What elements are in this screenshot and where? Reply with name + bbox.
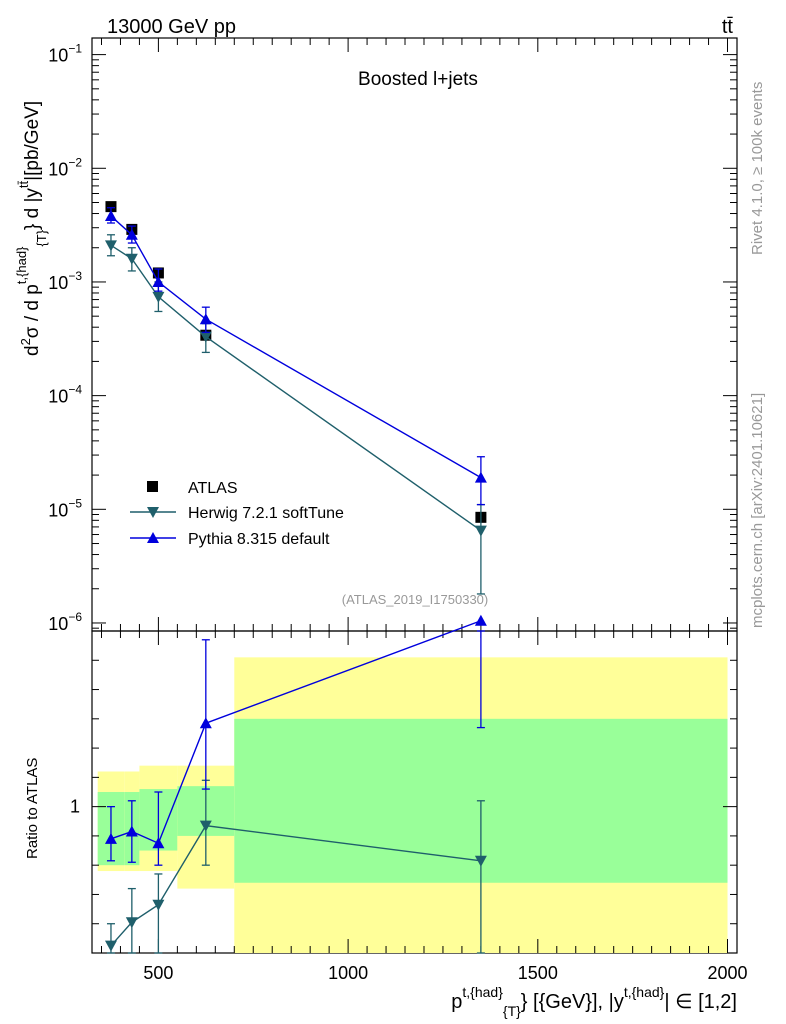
- herwig-ratio-point: [474, 855, 487, 867]
- main-y-axis-label: d2σ / d pt,{had}{T}} d |ytt̄|[pb/GeV]: [14, 101, 49, 356]
- herwig-ratio-point: [152, 899, 165, 911]
- header-left: 13000 GeV pp: [107, 16, 236, 38]
- legend-pythia-marker: [147, 532, 159, 543]
- ratio-uncertainty-bands: [97, 657, 728, 953]
- main-y-tick-label: 10−2: [48, 155, 82, 179]
- ratio-y-axis-label: Ratio to ATLAS: [24, 758, 41, 859]
- herwig-main-point: [474, 525, 487, 537]
- legend-herwig-label: Herwig 7.2.1 softTune: [188, 505, 344, 522]
- header-right: tt̄: [722, 16, 734, 38]
- pythia-main-point: [104, 210, 117, 222]
- herwig-main-point: [199, 331, 212, 343]
- pythia-ratio-point: [474, 614, 487, 626]
- main-axis-ticks: 10−1 10−2 10−3 10−4 10−5 10−6: [48, 38, 737, 634]
- ratio-axis-ticks: 500 1000 1500 2000 1: [70, 631, 748, 983]
- herwig-ratio-point: [125, 917, 138, 929]
- herwig-main-point: [152, 291, 165, 303]
- x-tick-label: 500: [143, 963, 173, 983]
- ratio-series-layer: [104, 614, 487, 954]
- pythia-ratio-point: [125, 825, 138, 837]
- pythia-main-point: [125, 228, 138, 240]
- x-tick-label: 1500: [518, 963, 558, 983]
- x-axis-label: pt,{had}{T}} [{GeV}], |yt,{had}| ∈ [1,2]: [451, 984, 737, 1019]
- herwig-main-point: [125, 253, 138, 265]
- mcplots-credit-label: mcplots.cern.ch [arXiv:2401.10621]: [749, 393, 766, 628]
- rivet-version-label: Rivet 4.1.0, ≥ 100k events: [749, 82, 766, 255]
- main-y-tick-label: 10−5: [48, 496, 82, 520]
- main-series-layer: [104, 201, 487, 595]
- ratio-y-tick-label: 1: [70, 797, 80, 817]
- pythia-ratio-point: [199, 717, 212, 729]
- pythia-main-line: [110, 215, 482, 479]
- main-y-tick-label: 10−3: [48, 269, 82, 293]
- legend-atlas-label: ATLAS: [188, 480, 238, 497]
- main-y-tick-label: 10−1: [48, 42, 82, 66]
- herwig-ratio-point: [199, 820, 212, 832]
- main-y-tick-label: 10−6: [48, 610, 82, 634]
- legend: ATLAS Herwig 7.2.1 softTune Pythia 8.315…: [130, 480, 344, 548]
- herwig-main-point: [104, 240, 117, 252]
- legend-pythia-label: Pythia 8.315 default: [188, 531, 330, 548]
- x-tick-label: 2000: [707, 963, 747, 983]
- atlas-point: [105, 201, 117, 213]
- chart-title: Boosted l+jets: [358, 69, 478, 90]
- pythia-ratio-point: [104, 832, 117, 844]
- pythia-main-point: [474, 471, 487, 483]
- analysis-watermark: (ATLAS_2019_I1750330): [342, 592, 488, 607]
- herwig-ratio-point: [104, 940, 117, 952]
- pythia-ratio-point: [152, 837, 165, 849]
- main-y-tick-label: 10−4: [48, 383, 82, 407]
- pythia-main-point: [199, 313, 212, 325]
- x-tick-label: 1000: [328, 963, 368, 983]
- pythia-main-point: [152, 275, 165, 287]
- legend-herwig-marker: [147, 507, 159, 518]
- legend-atlas-marker: [147, 481, 158, 492]
